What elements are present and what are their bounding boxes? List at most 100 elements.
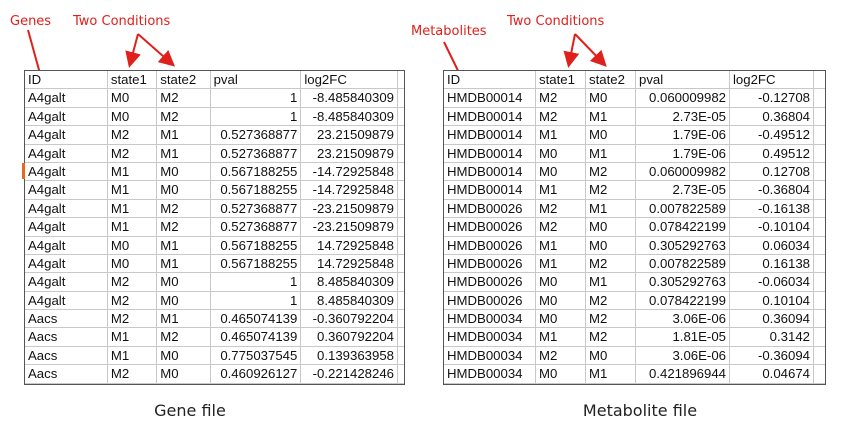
table-cell[interactable]: 0.460926127: [210, 365, 302, 384]
empty-cell[interactable]: [814, 273, 825, 292]
table-cell[interactable]: M2: [536, 199, 586, 219]
table-cell[interactable]: M2: [536, 107, 586, 127]
table-cell[interactable]: M1: [107, 346, 158, 366]
table-cell[interactable]: 0.36094: [730, 310, 814, 329]
empty-cell[interactable]: [398, 126, 404, 145]
table-cell[interactable]: 0.527368877: [210, 199, 302, 219]
empty-cell[interactable]: [398, 347, 404, 366]
table-cell[interactable]: 1.81E-05: [636, 328, 730, 347]
table-cell[interactable]: M1: [107, 199, 158, 219]
table-cell[interactable]: HMDB00034: [444, 310, 536, 329]
table-cell[interactable]: M0: [107, 254, 158, 274]
empty-cell[interactable]: [398, 181, 404, 200]
table-cell[interactable]: A4galt: [25, 218, 108, 237]
empty-cell[interactable]: [398, 237, 404, 255]
empty-cell[interactable]: [398, 328, 404, 347]
table-cell[interactable]: M2: [586, 181, 636, 200]
table-cell[interactable]: 0.007822589: [636, 199, 730, 219]
table-cell[interactable]: -0.360792204: [301, 310, 398, 329]
table-cell[interactable]: M1: [586, 199, 636, 219]
table-cell[interactable]: 1: [210, 291, 302, 311]
table-cell[interactable]: M2: [536, 89, 586, 108]
table-cell[interactable]: M0: [536, 273, 586, 292]
table-cell[interactable]: M2: [536, 218, 586, 237]
table-cell[interactable]: M0: [586, 346, 636, 366]
table-cell[interactable]: 8.485840309: [301, 273, 398, 292]
table-cell[interactable]: M1: [107, 218, 158, 237]
empty-cell[interactable]: [814, 328, 825, 347]
table-cell[interactable]: -0.10104: [730, 218, 814, 237]
table-cell[interactable]: M2: [157, 89, 211, 108]
empty-cell[interactable]: [398, 310, 404, 329]
table-cell[interactable]: M1: [586, 365, 636, 384]
table-cell[interactable]: 2.73E-05: [636, 107, 730, 127]
table-cell[interactable]: M0: [536, 365, 586, 384]
table-cell[interactable]: 1: [210, 273, 302, 292]
table-cell[interactable]: M2: [107, 126, 158, 145]
table-cell[interactable]: 0.04674: [730, 365, 814, 384]
table-cell[interactable]: 0.527368877: [210, 144, 302, 163]
empty-cell[interactable]: [814, 126, 825, 145]
table-cell[interactable]: M2: [586, 310, 636, 329]
table-cell[interactable]: 0.139363958: [301, 346, 398, 366]
table-cell[interactable]: HMDB00014: [444, 89, 536, 108]
table-cell[interactable]: 14.72925848: [301, 254, 398, 274]
table-cell[interactable]: M1: [536, 328, 586, 347]
column-header[interactable]: state2: [586, 71, 636, 90]
table-cell[interactable]: M2: [536, 346, 586, 366]
column-header[interactable]: log2FC: [730, 71, 814, 90]
table-cell[interactable]: M1: [586, 273, 636, 292]
empty-cell[interactable]: [398, 71, 404, 90]
table-cell[interactable]: 0.567188255: [210, 181, 302, 200]
table-cell[interactable]: 2.73E-05: [636, 181, 730, 200]
table-cell[interactable]: M1: [536, 126, 586, 145]
table-cell[interactable]: M1: [157, 236, 211, 255]
table-cell[interactable]: 0.060009982: [636, 89, 730, 108]
table-cell[interactable]: 0.305292763: [636, 236, 730, 255]
table-cell[interactable]: Aacs: [25, 328, 108, 347]
empty-cell[interactable]: [398, 145, 404, 163]
empty-cell[interactable]: [814, 145, 825, 163]
table-cell[interactable]: HMDB00034: [444, 346, 536, 366]
empty-cell[interactable]: [814, 237, 825, 255]
table-cell[interactable]: M0: [107, 89, 158, 108]
table-cell[interactable]: 0.16138: [730, 254, 814, 274]
empty-cell[interactable]: [814, 292, 825, 311]
table-cell[interactable]: 0.567188255: [210, 236, 302, 255]
table-cell[interactable]: 3.06E-06: [636, 310, 730, 329]
table-cell[interactable]: 1: [210, 89, 302, 108]
table-cell[interactable]: 1: [210, 107, 302, 127]
table-cell[interactable]: M0: [157, 365, 211, 384]
empty-cell[interactable]: [814, 347, 825, 366]
table-cell[interactable]: HMDB00014: [444, 107, 536, 127]
table-cell[interactable]: M1: [157, 310, 211, 329]
table-cell[interactable]: M0: [157, 181, 211, 200]
table-cell[interactable]: A4galt: [25, 291, 108, 311]
table-cell[interactable]: A4galt: [25, 273, 108, 292]
empty-cell[interactable]: [398, 108, 404, 127]
table-cell[interactable]: 0.3142: [730, 328, 814, 347]
table-cell[interactable]: A4galt: [25, 162, 108, 182]
column-header[interactable]: state1: [107, 71, 158, 90]
table-cell[interactable]: A4galt: [25, 236, 108, 255]
table-cell[interactable]: M1: [107, 328, 158, 347]
table-cell[interactable]: M2: [586, 254, 636, 274]
table-cell[interactable]: A4galt: [25, 107, 108, 127]
table-cell[interactable]: M0: [157, 346, 211, 366]
table-cell[interactable]: 0.06034: [730, 236, 814, 255]
table-cell[interactable]: HMDB00014: [444, 126, 536, 145]
table-cell[interactable]: M0: [536, 144, 586, 163]
table-cell[interactable]: HMDB00026: [444, 273, 536, 292]
empty-cell[interactable]: [814, 181, 825, 200]
table-cell[interactable]: M1: [536, 254, 586, 274]
table-cell[interactable]: M0: [536, 162, 586, 182]
table-cell[interactable]: -14.72925848: [301, 162, 398, 182]
table-cell[interactable]: 0.775037545: [210, 346, 302, 366]
table-cell[interactable]: 0.360792204: [301, 328, 398, 347]
table-cell[interactable]: HMDB00026: [444, 254, 536, 274]
table-cell[interactable]: Aacs: [25, 346, 108, 366]
table-cell[interactable]: 0.527368877: [210, 218, 302, 237]
table-cell[interactable]: 0.567188255: [210, 162, 302, 182]
column-header[interactable]: ID: [25, 71, 108, 90]
table-cell[interactable]: M2: [107, 144, 158, 163]
